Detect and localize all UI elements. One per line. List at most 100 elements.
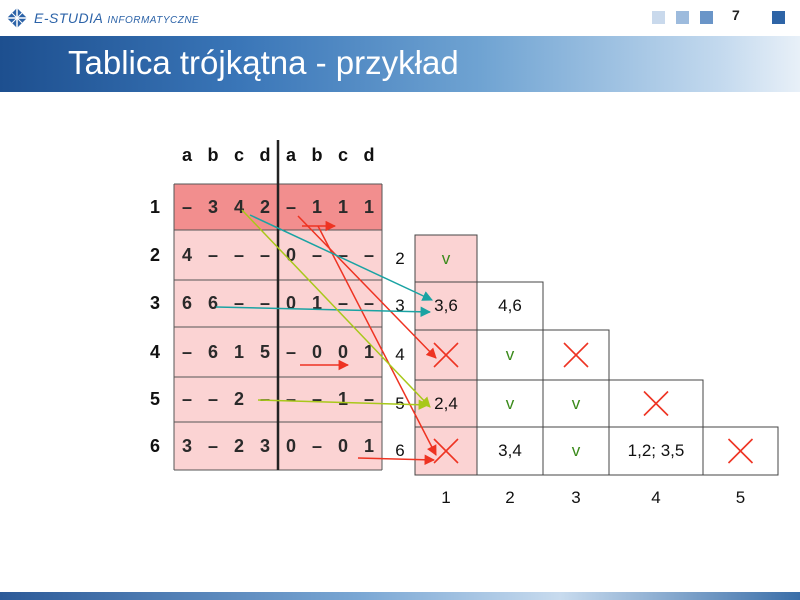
column-header: d: [363, 144, 375, 165]
table-cell: –: [363, 293, 374, 313]
triangle-cell: v: [571, 441, 581, 460]
logo-icon: [7, 8, 27, 28]
table-cell: 1: [337, 389, 348, 409]
table-cell: –: [285, 389, 296, 409]
cross-mark-icon: [563, 342, 589, 368]
arrow-green: [257, 399, 430, 410]
table-cell: –: [181, 341, 192, 362]
arrow-green: [241, 209, 431, 408]
table-cell: –: [285, 341, 296, 362]
table-cell: –: [259, 293, 270, 313]
arrow-red: [357, 454, 436, 465]
logo-text: E-STUDIA INFORMATYCZNE: [34, 10, 200, 26]
arrow-red: [297, 215, 437, 359]
column-header: d: [259, 144, 271, 165]
table-cell: –: [233, 244, 244, 265]
cross-mark-icon: [643, 390, 669, 417]
table-cell: –: [311, 244, 322, 265]
table-cell: –: [259, 244, 270, 265]
arrow-teal: [249, 214, 433, 301]
table-cell: –: [337, 293, 348, 313]
table-cell: 2: [259, 196, 270, 217]
table-cell: –: [311, 435, 322, 456]
column-header: b: [207, 144, 219, 165]
table-cell: 2: [233, 389, 244, 409]
table-cell: –: [181, 389, 192, 409]
triangle-column-label: 1: [441, 488, 451, 507]
decorative-square: [676, 11, 689, 24]
cross-mark-icon: [433, 342, 459, 368]
row-label: 1: [149, 196, 160, 217]
row-label: 3: [149, 293, 160, 313]
triangle-column-label: 3: [571, 488, 581, 507]
table-cell: 3: [259, 435, 270, 456]
page-number: 7: [732, 7, 740, 23]
triangle-cell: v: [571, 393, 581, 413]
table-cell: 4: [233, 196, 244, 217]
decorative-square: [652, 11, 665, 24]
table-cell: 0: [337, 435, 348, 456]
table-cell: 6: [207, 341, 218, 362]
triangle-column-label: 4: [651, 488, 661, 507]
triangle-row-label: 6: [395, 441, 405, 460]
triangle-cell: v: [505, 345, 515, 364]
table-cell: 1: [363, 196, 374, 217]
table-cell: –: [259, 389, 270, 409]
table-cell: –: [363, 244, 374, 265]
column-header: a: [285, 144, 296, 165]
row-label: 6: [149, 435, 160, 456]
arrow-teal: [215, 306, 432, 318]
triangle-cell: v: [505, 393, 515, 413]
table-cell: 2: [233, 435, 244, 456]
column-header: a: [181, 144, 192, 165]
table-cell: 0: [311, 341, 322, 362]
table-cell: 1: [311, 196, 322, 217]
table-cell: 5: [259, 341, 270, 362]
triangle-cell: 1,2; 3,5: [627, 441, 685, 460]
triangle-column-label: 2: [505, 488, 515, 507]
cross-mark-icon: [727, 438, 754, 464]
row-label: 4: [149, 341, 160, 362]
triangle-row-label: 5: [395, 393, 405, 413]
triangle-row-label: 4: [395, 345, 405, 364]
decorative-square: [772, 11, 785, 24]
triangle-cell: 4,6: [498, 296, 522, 315]
table-cell: 3: [207, 196, 218, 217]
table-cell: –: [363, 389, 374, 409]
table-cell: 0: [285, 293, 296, 313]
table-cell: 1: [311, 293, 322, 313]
table-cell: –: [181, 196, 192, 217]
table-cell: 6: [207, 293, 218, 313]
table-cell: –: [207, 244, 218, 265]
decorative-square: [700, 11, 713, 24]
title-bar: Tablica trójkątna - przykład: [0, 36, 800, 92]
table-cell: 0: [337, 341, 348, 362]
table-cell: 6: [181, 293, 192, 313]
table-cell: –: [337, 244, 348, 265]
triangle-cell: v: [441, 248, 451, 268]
table-cell: 1: [363, 341, 374, 362]
table-cell: 3: [181, 435, 192, 456]
table-cell: –: [311, 389, 322, 409]
slide-title: Tablica trójkątna - przykład: [68, 44, 459, 81]
table-cell: –: [233, 293, 244, 313]
cross-mark-icon: [433, 438, 459, 464]
table-cell: 1: [233, 341, 244, 362]
table-cell: 1: [363, 435, 374, 456]
table-cell: 1: [337, 196, 348, 217]
table-cell: 0: [285, 244, 296, 265]
arrow-red: [317, 225, 437, 456]
column-header: c: [337, 144, 348, 165]
footer-bar: [0, 592, 800, 600]
table-cell: –: [285, 196, 296, 217]
triangle-cell-border: [702, 426, 779, 476]
triangle-cell: 3,6: [434, 296, 458, 315]
table-cell: –: [207, 389, 218, 409]
row-label: 5: [149, 389, 160, 409]
logo: E-STUDIA INFORMATYCZNE: [6, 5, 199, 31]
triangle-cell: 2,4: [434, 393, 458, 413]
triangle-cell: 3,4: [498, 441, 522, 460]
